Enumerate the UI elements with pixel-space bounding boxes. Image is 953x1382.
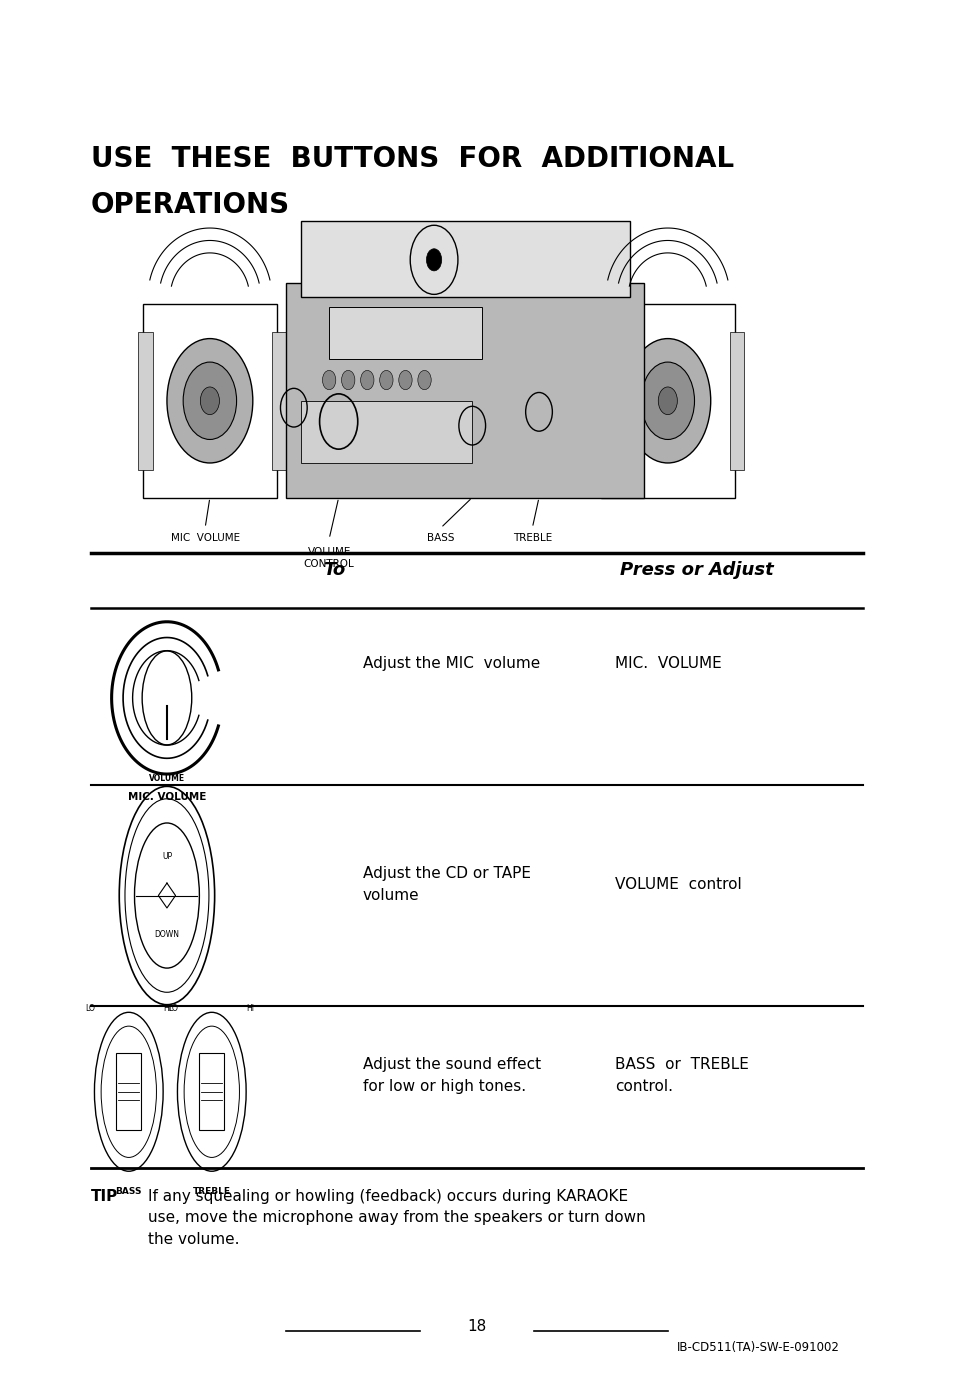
Bar <box>729 332 743 470</box>
Circle shape <box>167 339 253 463</box>
Text: MIC. VOLUME: MIC. VOLUME <box>128 792 206 802</box>
Text: Adjust the MIC  volume: Adjust the MIC volume <box>362 656 539 670</box>
Text: Adjust the sound effect
for low or high tones.: Adjust the sound effect for low or high … <box>362 1057 540 1093</box>
Bar <box>300 401 472 463</box>
Bar <box>596 332 610 470</box>
Bar <box>116 1053 141 1130</box>
Text: Adjust the CD or TAPE
volume: Adjust the CD or TAPE volume <box>362 867 530 902</box>
Bar <box>143 304 276 498</box>
Circle shape <box>341 370 355 390</box>
Circle shape <box>640 362 694 439</box>
Text: LO: LO <box>169 1005 178 1013</box>
Circle shape <box>624 339 710 463</box>
Text: TREBLE: TREBLE <box>193 1187 231 1195</box>
Text: IB-CD511(TA)-SW-E-091002: IB-CD511(TA)-SW-E-091002 <box>676 1341 839 1354</box>
Circle shape <box>426 249 441 271</box>
Text: UP: UP <box>162 853 172 861</box>
Circle shape <box>658 387 677 415</box>
Text: TIP: TIP <box>91 1189 118 1204</box>
Text: BASS: BASS <box>115 1187 142 1195</box>
Text: To: To <box>322 561 345 579</box>
Text: MIC.  VOLUME: MIC. VOLUME <box>615 656 721 670</box>
Text: BASS  or  TREBLE
control.: BASS or TREBLE control. <box>615 1057 748 1093</box>
Text: HI: HI <box>246 1005 253 1013</box>
Circle shape <box>417 370 431 390</box>
Text: MIC  VOLUME: MIC VOLUME <box>171 533 239 543</box>
Bar <box>600 304 734 498</box>
Bar <box>272 332 286 470</box>
Circle shape <box>398 370 412 390</box>
Text: LO: LO <box>86 1005 95 1013</box>
Bar <box>329 307 481 359</box>
Text: VOLUME  control: VOLUME control <box>615 878 741 891</box>
Bar <box>286 283 643 498</box>
Text: VOLUME: VOLUME <box>149 774 185 782</box>
Text: USE  THESE  BUTTONS  FOR  ADDITIONAL: USE THESE BUTTONS FOR ADDITIONAL <box>91 145 733 173</box>
Circle shape <box>200 387 219 415</box>
Text: OPERATIONS: OPERATIONS <box>91 191 290 218</box>
Bar <box>138 332 152 470</box>
Text: DOWN: DOWN <box>154 930 179 938</box>
Ellipse shape <box>142 651 192 745</box>
Text: HI: HI <box>163 1005 171 1013</box>
Circle shape <box>183 362 236 439</box>
Bar <box>199 1053 224 1130</box>
Bar <box>300 221 629 297</box>
Circle shape <box>379 370 393 390</box>
Text: 18: 18 <box>467 1320 486 1334</box>
Text: VOLUME
CONTROL: VOLUME CONTROL <box>303 547 355 569</box>
Circle shape <box>360 370 374 390</box>
Text: BASS: BASS <box>427 533 454 543</box>
Text: TREBLE: TREBLE <box>512 533 552 543</box>
Circle shape <box>322 370 335 390</box>
Text: If any squealing or howling (feedback) occurs during KARAOKE
use, move the micro: If any squealing or howling (feedback) o… <box>148 1189 645 1247</box>
Text: Press or Adjust: Press or Adjust <box>618 561 773 579</box>
